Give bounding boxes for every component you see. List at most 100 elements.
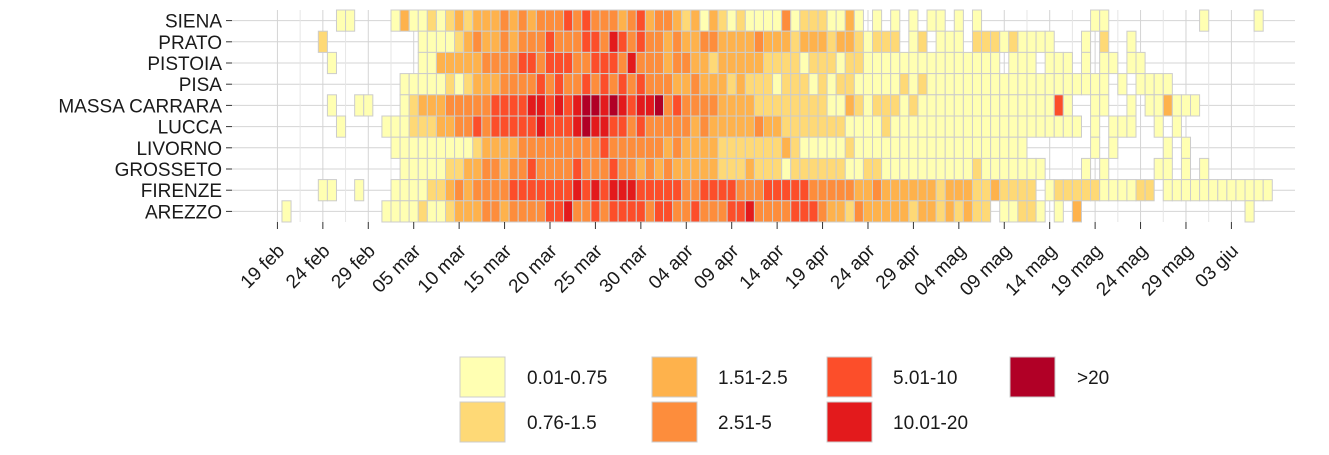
heat-cell (581, 9, 592, 32)
heat-cell (1026, 179, 1037, 202)
heat-cell (663, 30, 674, 53)
heat-cell (408, 179, 419, 202)
heat-cell (499, 157, 510, 181)
heat-cell (1244, 200, 1255, 223)
heat-cell (999, 179, 1010, 202)
heat-cell (535, 94, 546, 117)
heat-cell (608, 200, 619, 223)
heat-cell (463, 73, 474, 96)
heat-cell (1162, 157, 1173, 181)
heat-cell (1062, 73, 1073, 96)
heat-cell (971, 179, 983, 202)
heat-cell (517, 30, 528, 53)
heat-cell (681, 94, 692, 117)
heat-cell (626, 136, 637, 159)
heat-cell (626, 179, 637, 202)
heat-cell (626, 115, 637, 138)
heat-cell (463, 94, 474, 117)
heat-cell (544, 30, 556, 53)
heat-cell (608, 73, 619, 96)
heat-cell (808, 179, 819, 202)
heat-cell (971, 51, 983, 75)
heat-cell (581, 115, 592, 138)
heat-cell (753, 94, 765, 117)
heat-cell (381, 200, 392, 223)
heat-cell (781, 200, 792, 223)
heat-cell (872, 94, 883, 117)
heat-cell (726, 30, 737, 53)
heat-cell (653, 136, 665, 159)
heat-cell (699, 157, 710, 181)
heat-cell (971, 157, 983, 181)
heat-cell (1217, 179, 1228, 202)
heat-cell (744, 136, 755, 159)
heat-cell (472, 51, 483, 75)
heat-cell (481, 115, 492, 138)
heat-cell (881, 51, 892, 75)
heat-cell (408, 9, 419, 32)
heat-cell (799, 94, 810, 117)
heat-cell (853, 9, 864, 32)
heat-cell (890, 179, 901, 202)
heat-cell (817, 157, 828, 181)
heat-cell (862, 73, 874, 96)
heat-cell (526, 179, 537, 202)
heat-cell (481, 200, 492, 223)
heat-cell (590, 179, 601, 202)
heat-cell (535, 157, 546, 181)
heat-cell (635, 94, 646, 117)
heat-cell (581, 179, 592, 202)
heat-cell (663, 73, 674, 96)
heat-cell (417, 9, 428, 32)
y-tick-label: AREZZO (145, 202, 222, 223)
heat-cell (490, 30, 501, 53)
heat-cell (799, 9, 810, 32)
heat-cell (717, 9, 728, 32)
heat-cell (281, 200, 292, 223)
heat-cell (726, 136, 737, 159)
heat-cell (581, 157, 592, 181)
heat-cell (990, 179, 1001, 202)
heat-cell (1080, 30, 1092, 53)
heat-cell (826, 200, 837, 223)
heat-cell (435, 115, 447, 138)
heat-cell (408, 200, 419, 223)
heat-cell (890, 51, 901, 75)
heat-cell (481, 30, 492, 53)
heat-cell (1044, 30, 1055, 53)
heat-cell (1180, 94, 1192, 117)
heat-cell (572, 30, 583, 53)
heat-cell (1099, 157, 1110, 181)
heat-cell (435, 51, 447, 75)
heat-cell (926, 179, 937, 202)
heat-cell (826, 179, 837, 202)
heat-cell (399, 9, 410, 32)
heat-cell (763, 157, 774, 181)
heat-cell (944, 30, 955, 53)
heat-cell (1180, 179, 1192, 202)
heat-cell (944, 51, 955, 75)
heat-cell (1090, 115, 1101, 138)
heat-cell (681, 115, 692, 138)
heat-cell (517, 200, 528, 223)
heat-cell (844, 94, 855, 117)
heat-cell (563, 157, 574, 181)
heat-cell (426, 136, 437, 159)
heat-cell (345, 9, 356, 32)
heat-cell (744, 115, 755, 138)
heat-cell (717, 115, 728, 138)
heat-cell (844, 179, 855, 202)
heat-cell (690, 115, 701, 138)
heat-cell (681, 30, 692, 53)
heat-cell (999, 200, 1010, 223)
heat-cell (563, 51, 574, 75)
heat-cell (708, 9, 719, 32)
heat-cell (1017, 94, 1028, 117)
heat-cell (1144, 179, 1155, 202)
heat-cell (1117, 179, 1128, 202)
heat-cell (744, 200, 755, 223)
heat-cell (635, 200, 646, 223)
heat-cell (454, 115, 465, 138)
heat-cell (508, 200, 519, 223)
heat-cell (653, 73, 665, 96)
